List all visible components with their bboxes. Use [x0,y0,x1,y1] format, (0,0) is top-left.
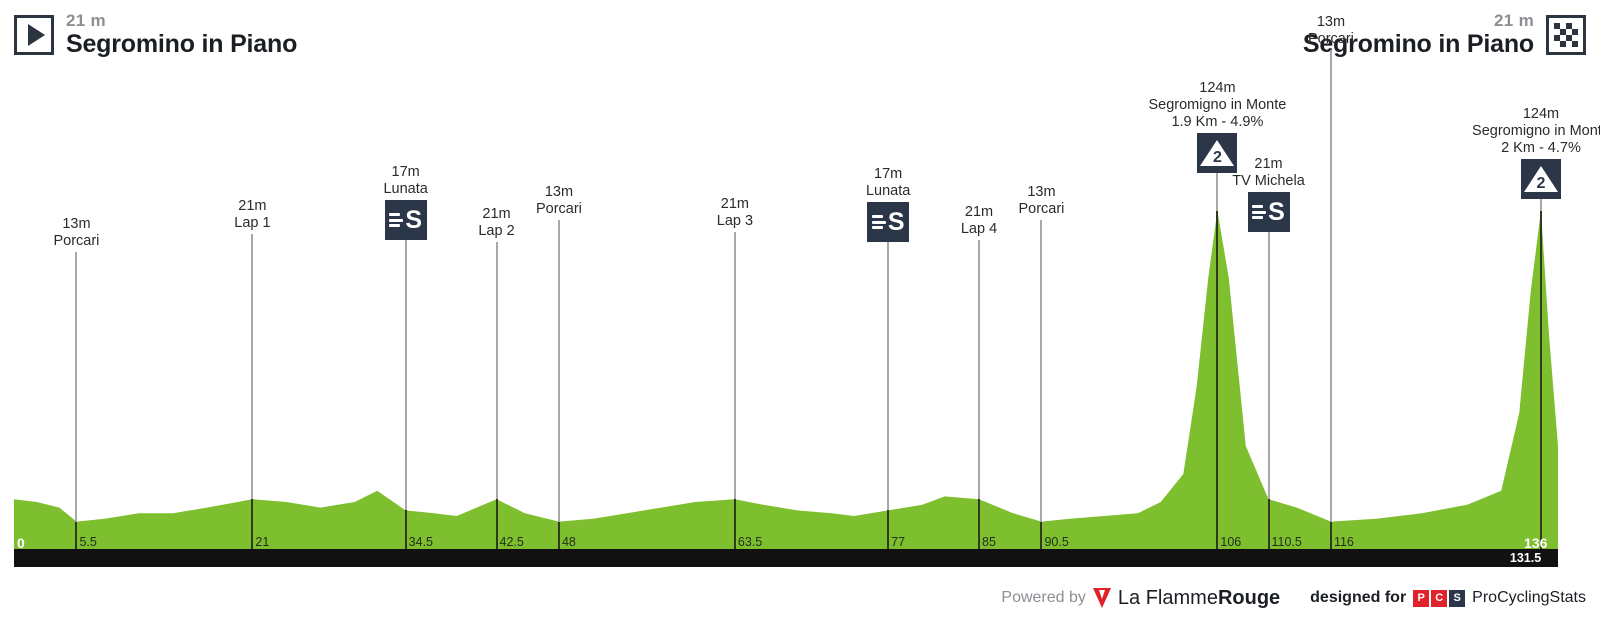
marker-leader-line-fill [557,521,560,558]
x-axis-tick-label: 5.5 [79,535,97,549]
elevation-profile-chart: 13m Porcari 21m Lap 1 17m Lunata S 21m Lap 2 13m P… [14,14,1600,558]
marker-leader-line [557,220,560,522]
marker-leader-line-fill [1329,521,1332,558]
flamme-bold-text: Rouge [1217,586,1281,609]
x-axis-tick-label: 110.5 [1271,535,1302,549]
x-axis-tick-label: 48 [561,535,576,549]
marker-leader-line [978,240,980,500]
sprint-icon: S [867,202,910,242]
footer: Powered by La FlammeRouge designed for P… [0,583,1600,613]
marker-leader-line [1539,199,1542,211]
marker-leader-line [1040,220,1043,522]
base-bar-tick-label: 131.5 [1509,551,1542,565]
x-axis-tick-label: 77 [891,535,906,549]
checker-grid [1554,22,1578,47]
climb-category-number: 2 [1536,175,1546,192]
finish-location-name: Segromino in Piano [1302,29,1534,58]
profile-plot-area [14,78,1558,558]
x-axis-tick-label: 21 [255,535,270,549]
marker-leader-line [495,242,498,500]
finish-header: 21 m Segromino in Piano [1303,12,1586,57]
marker-leader-line [1267,232,1270,500]
marker-leader-line [1329,50,1332,522]
flamme-light-text: La Flamme [1117,586,1218,609]
marker-leader-line-fill [75,521,78,558]
elevation-area [14,210,1558,558]
start-altitude: 21 m [66,11,106,30]
flamme-rouge-wordmark: La FlammeRouge [1118,587,1280,610]
x-axis-tick-label: 136 [1524,535,1548,551]
marker-leader-line-fill [887,510,890,558]
marker-leader-line-fill [495,499,498,558]
x-axis-tick-label: 106 [1220,535,1242,549]
marker-leader-line-fill [1216,210,1219,558]
procyclingstats-label: ProCyclingStats [1472,589,1586,606]
marker-leader-line-fill [1040,521,1043,558]
marker-leader-line [733,232,736,500]
sprint-icon: S [384,200,427,240]
marker-leader-line [404,240,407,511]
distance-base-bar: 131.5 [14,549,1558,567]
finish-header-text: 21 m Segromino in Piano [1303,12,1534,57]
finish-altitude: 21 m [1494,11,1534,30]
x-axis-tick-label: 34.5 [408,535,434,549]
marker-leader-line-fill [1267,499,1270,558]
x-axis-tick-label: 0 [17,535,25,551]
climb-category-icon: 2 [1520,159,1561,199]
powered-by-group: Powered by La FlammeRouge [1001,587,1280,610]
flamme-rouge-icon [1092,588,1111,608]
start-location-name: Segromino in Piano [66,29,298,58]
marker-leader-line [75,252,78,522]
x-axis-tick-label: 85 [982,535,996,549]
start-header: 21 m Segromino in Piano [14,12,297,57]
x-axis-tick-label: 90.5 [1044,535,1069,549]
sprint-icon: S [1247,192,1290,232]
marker-leader-line-fill [1539,210,1542,558]
marker-leader-line [1216,173,1219,211]
powered-by-label: Powered by [1001,589,1086,606]
designed-for-label: designed for [1310,589,1407,606]
climb-category-number: 2 [1212,149,1222,166]
marker-leader-line-fill [733,499,736,558]
marker-leader-line-fill [978,499,980,558]
marker-leader-line [887,242,890,511]
profile-svg [14,210,1558,558]
x-axis-tick-label: 42.5 [499,535,524,549]
x-axis-tick-label: 116 [1333,535,1354,549]
start-header-text: 21 m Segromino in Piano [66,12,297,57]
checkered-flag-icon [1546,14,1586,55]
marker-leader-line-fill [404,510,407,558]
climb-category-icon: 2 [1197,133,1238,173]
play-icon [14,14,54,55]
x-axis-tick-label: 63.5 [737,535,763,549]
marker-leader-line [251,234,254,500]
marker-leader-line-fill [251,499,254,558]
